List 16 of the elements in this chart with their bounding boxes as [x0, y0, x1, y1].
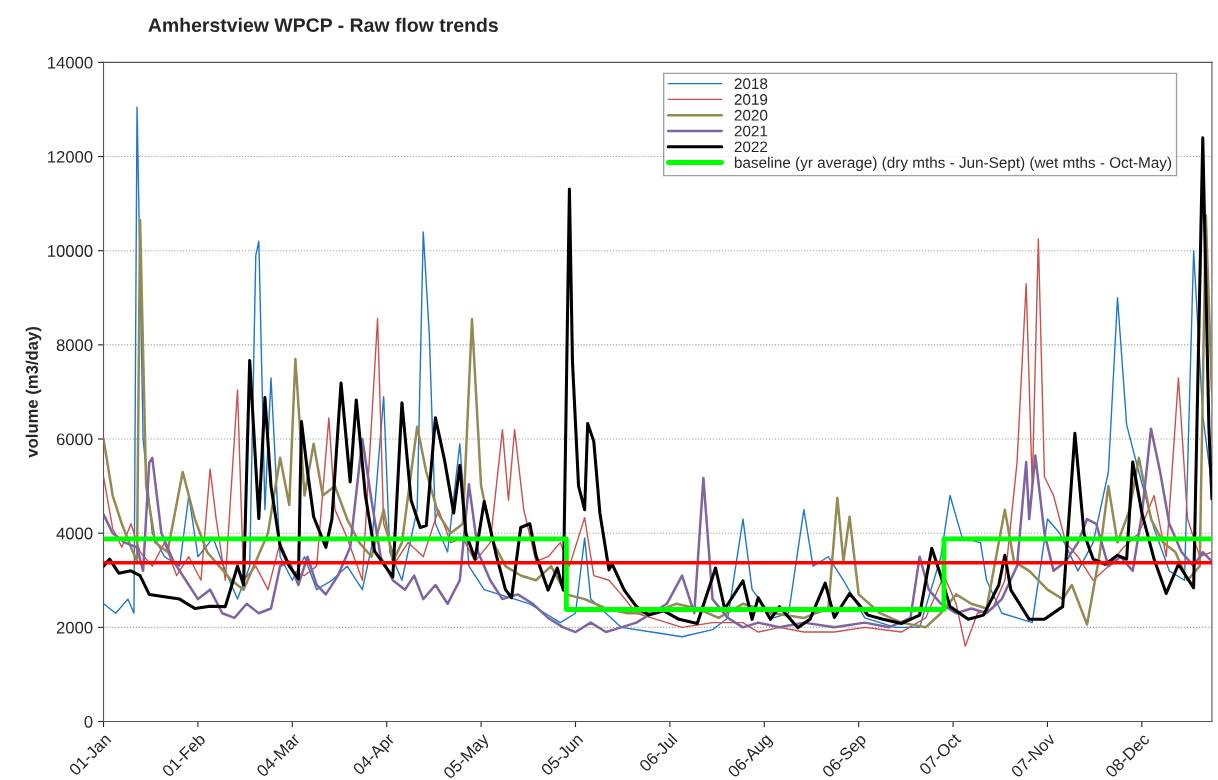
legend-label: 2022: [734, 141, 768, 153]
y-tick-label: 12000: [48, 150, 93, 163]
legend-label: 2021: [734, 125, 768, 137]
legend-label: 2020: [734, 109, 768, 121]
y-tick-label: 6000: [56, 433, 93, 446]
chart-title: Amherstview WPCP - Raw flow trends: [148, 17, 498, 33]
y-tick-label: 8000: [56, 339, 93, 352]
y-tick-label: 2000: [56, 621, 93, 634]
y-tick-label: 0: [84, 715, 93, 728]
y-tick-label: 14000: [48, 56, 93, 69]
y-tick-label: 4000: [56, 527, 93, 540]
legend-label: 2018: [734, 78, 768, 90]
legend-label: baseline (yr average) (dry mths - Jun-Sept) (wet mths - Oct-May): [734, 156, 1172, 172]
legend-label: 2019: [734, 94, 768, 105]
y-tick-label: 10000: [48, 245, 93, 257]
y-axis-title: volume (m3/day): [25, 327, 42, 458]
